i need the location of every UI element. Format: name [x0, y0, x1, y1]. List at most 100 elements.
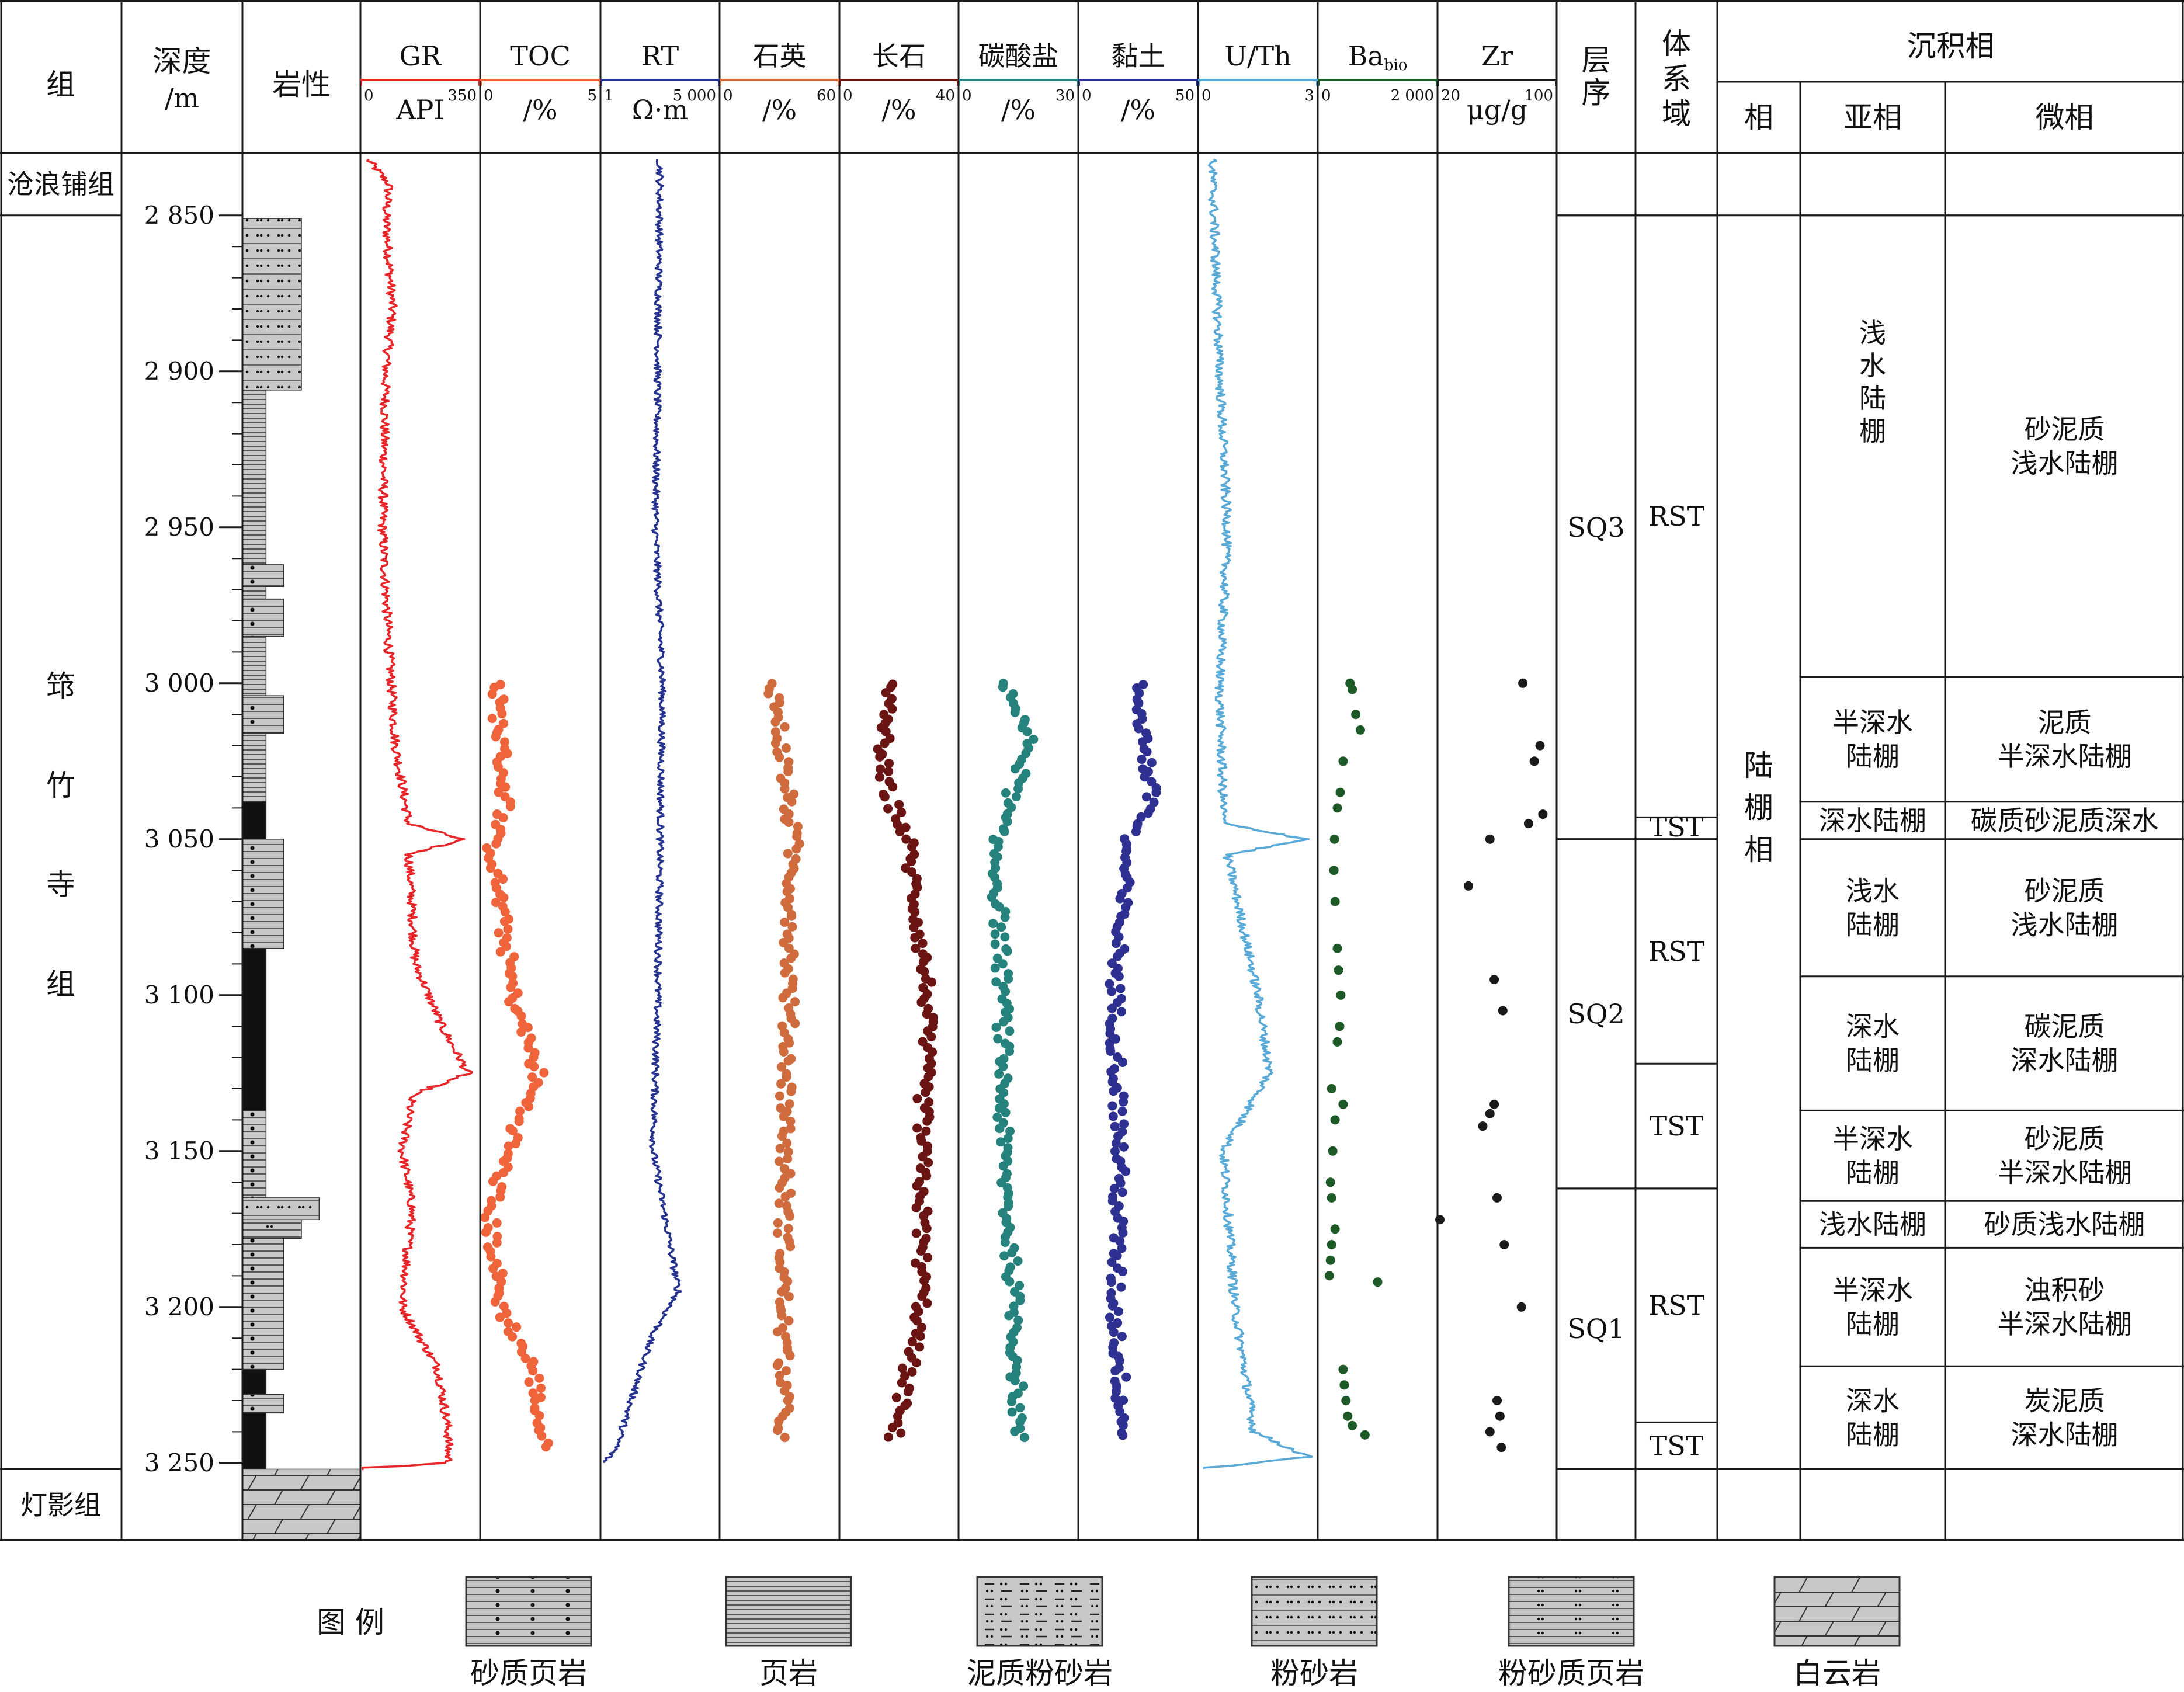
data-point-6	[1106, 1277, 1116, 1287]
microfacies-label: 泥质	[2038, 707, 2092, 738]
data-point-8	[1338, 1099, 1348, 1109]
data-point-5	[994, 1069, 1004, 1079]
data-point-4	[881, 688, 891, 698]
data-point-1	[537, 1431, 547, 1441]
legend-label: 泥质粉砂岩	[967, 1656, 1113, 1690]
data-point-3	[774, 1198, 784, 1208]
tract-label: RST	[1648, 936, 1705, 967]
microfacies-label: 半深水陆棚	[1998, 1308, 2132, 1340]
scale-max-label: 50	[1175, 87, 1195, 105]
data-point-6	[1115, 894, 1125, 904]
data-point-8	[1355, 725, 1365, 735]
data-point-4	[907, 1367, 917, 1377]
data-point-9	[1495, 1411, 1505, 1421]
lithology-bed	[242, 1110, 267, 1198]
data-point-1	[534, 1373, 544, 1383]
lithology-bed	[242, 1238, 284, 1370]
data-point-8	[1329, 834, 1339, 844]
data-point-6	[1114, 971, 1124, 981]
subfacies-label: 浅水陆棚	[1819, 1208, 1926, 1240]
data-point-6	[1116, 1178, 1126, 1188]
scale-min-label: 0	[962, 87, 972, 105]
data-point-4	[918, 939, 928, 949]
data-point-6	[1109, 1086, 1119, 1096]
data-point-9	[1516, 1302, 1526, 1312]
data-point-1	[491, 898, 501, 908]
data-point-4	[907, 842, 917, 852]
microfacies-label: 浊积砂	[2025, 1274, 2105, 1306]
data-point-3	[776, 1079, 786, 1089]
data-point-4	[921, 1088, 930, 1097]
tract-label: RST	[1648, 501, 1705, 532]
data-point-1	[541, 1442, 551, 1452]
data-point-1	[508, 1332, 518, 1342]
data-point-3	[770, 717, 780, 727]
data-point-5	[1004, 974, 1013, 984]
data-point-1	[487, 714, 497, 724]
data-point-3	[786, 953, 796, 963]
data-point-1	[506, 982, 516, 992]
data-point-4	[916, 998, 926, 1007]
data-point-1	[501, 782, 511, 792]
data-point-4	[912, 1181, 922, 1191]
legend	[465, 1576, 1901, 1647]
data-point-6	[1118, 1228, 1128, 1238]
data-point-8	[1325, 1255, 1335, 1265]
data-point-1	[508, 971, 518, 981]
data-point-8	[1324, 1271, 1334, 1281]
scale-min-label: 0	[1082, 87, 1092, 105]
data-point-1	[505, 801, 515, 811]
data-point-4	[883, 804, 893, 814]
data-point-3	[783, 849, 793, 859]
microfacies-label: 砂质浅水陆棚	[1984, 1208, 2145, 1240]
track-title-0: GR	[400, 40, 442, 72]
data-point-5	[991, 1023, 1001, 1033]
data-point-9	[1464, 881, 1473, 891]
data-point-6	[1147, 758, 1157, 767]
data-point-5	[1019, 1433, 1029, 1443]
track-unit-0: API	[395, 94, 444, 126]
data-point-1	[499, 737, 509, 747]
data-point-3	[786, 1242, 796, 1252]
data-point-6	[1108, 1111, 1118, 1121]
data-point-1	[480, 1212, 490, 1222]
data-point-1	[516, 1011, 526, 1021]
data-point-5	[993, 842, 1003, 852]
group-name-char: 寺	[46, 868, 75, 902]
microfacies-label: 砂泥质	[2025, 1123, 2105, 1155]
data-point-4	[923, 1072, 933, 1082]
data-point-3	[773, 1228, 783, 1238]
data-point-8	[1335, 787, 1345, 797]
data-point-6	[1115, 1236, 1125, 1246]
data-point-9	[1435, 1215, 1445, 1225]
data-point-1	[500, 907, 510, 917]
data-point-8	[1332, 1037, 1342, 1047]
data-point-8	[1341, 1396, 1351, 1405]
data-point-8	[1329, 866, 1339, 875]
data-point-3	[776, 1062, 786, 1072]
data-point-8	[1351, 710, 1361, 720]
data-point-1	[497, 709, 507, 719]
data-point-3	[780, 1433, 790, 1443]
data-point-4	[922, 1298, 932, 1308]
data-point-3	[775, 1156, 784, 1166]
data-point-6	[1107, 1101, 1117, 1111]
data-point-6	[1105, 979, 1114, 989]
subfacies-label: 深水陆棚	[1819, 805, 1926, 836]
lithology-bed	[242, 586, 267, 600]
data-point-8	[1338, 1364, 1348, 1374]
data-point-3	[782, 1072, 791, 1082]
data-point-4	[874, 772, 884, 782]
lithology-bed	[242, 635, 267, 696]
scale-max-label: 100	[1524, 87, 1553, 105]
data-point-6	[1110, 1366, 1120, 1376]
data-point-3	[775, 752, 784, 762]
data-point-5	[999, 826, 1009, 836]
facies-char: 棚	[1744, 791, 1773, 825]
data-point-5	[1004, 1311, 1014, 1321]
data-point-4	[922, 1171, 932, 1181]
lithology-bed	[242, 1197, 320, 1221]
data-point-8	[1325, 1177, 1335, 1187]
microfacies-label: 砂泥质	[2025, 875, 2105, 906]
